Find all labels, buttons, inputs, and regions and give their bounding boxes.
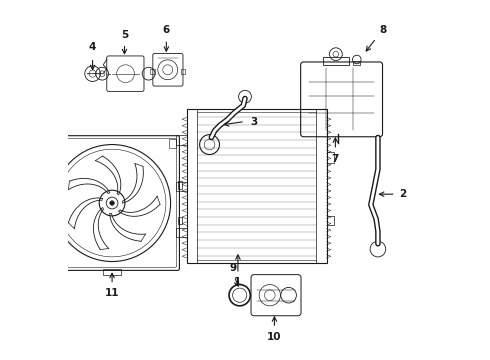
Text: 11: 11 [105,288,120,298]
Text: 8: 8 [380,25,387,35]
Bar [178,216,182,224]
Bar [326,216,334,225]
Bar [42,216,47,224]
Bar [49,139,55,148]
Bar [178,181,182,189]
Bar [169,139,176,148]
Text: 5: 5 [121,30,128,40]
Bar [181,69,185,75]
Bar [326,152,334,163]
Text: 9: 9 [229,263,236,273]
Text: 7: 7 [332,154,339,165]
Text: 6: 6 [163,26,170,35]
Bar [176,135,187,145]
Bar [176,228,187,237]
Text: 4: 4 [89,42,96,53]
Text: 1: 1 [234,278,242,288]
Text: 2: 2 [399,189,406,199]
Bar [42,181,47,189]
Bar [176,181,187,191]
Bar [103,269,121,275]
Bar [150,69,155,75]
Text: 3: 3 [250,117,258,126]
Bar [322,57,349,65]
Bar [353,60,360,65]
Text: 10: 10 [267,332,282,342]
Circle shape [110,201,115,205]
Bar [187,109,326,263]
